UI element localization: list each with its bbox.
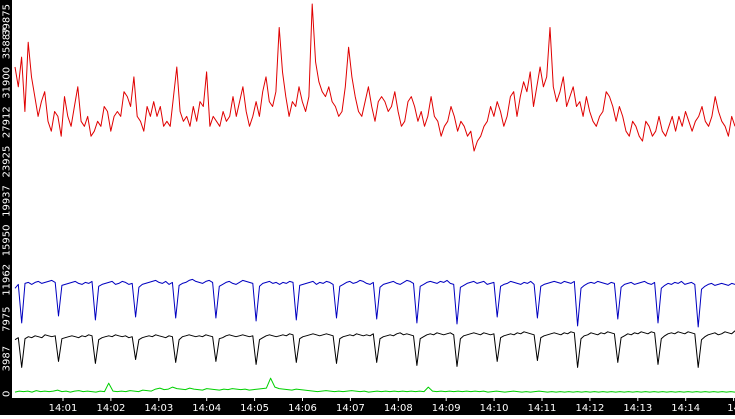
- y-tick-label: 3987: [2, 346, 13, 371]
- y-tick-label: 11962: [2, 264, 13, 296]
- x-tick-label: 14:14: [671, 403, 700, 414]
- x-tick-label: 14:13: [623, 403, 652, 414]
- y-tick-label: 35887: [2, 27, 13, 59]
- y-tick-label: 19937: [2, 185, 13, 217]
- y-tick-label: 7975: [2, 306, 13, 331]
- x-axis-strip: [0, 398, 735, 415]
- x-tick-label: 14:08: [384, 403, 413, 414]
- x-tick-label: 14:06: [288, 403, 317, 414]
- y-tick-label: 39875: [2, 4, 13, 36]
- y-axis: 0 3987 7975 11962 15950 19937 23925 27912 31900 3…: [2, 4, 13, 397]
- y-tick-label: 0: [2, 391, 13, 397]
- x-tick-label: 14:02: [96, 403, 125, 414]
- y-axis-strip: [0, 0, 12, 415]
- x-tick-label: 14:12: [575, 403, 604, 414]
- series-line-0: [14, 3, 735, 152]
- x-tick-label: 14:11: [528, 403, 557, 414]
- y-tick-label: 15950: [2, 224, 13, 256]
- x-tick-label: 14:09: [432, 403, 461, 414]
- x-tick-label: 14: [727, 403, 735, 414]
- y-tick-label: 23925: [2, 146, 13, 178]
- y-tick-label: 31900: [2, 67, 13, 99]
- x-tick-label: 14:04: [192, 403, 221, 414]
- series-line-1: [14, 278, 735, 328]
- x-axis: 14:01 14:02 14:03 14:04 14:05 14:06 14:07 14:08…: [49, 398, 735, 414]
- x-tick-label: 14:05: [240, 403, 269, 414]
- series-group: [14, 3, 735, 393]
- series-line-3: [14, 377, 735, 393]
- y-tick-label: 27912: [2, 106, 13, 138]
- x-tick-label: 14:07: [336, 403, 365, 414]
- x-tick-label: 14:10: [480, 403, 509, 414]
- series-line-2: [14, 330, 735, 368]
- x-tick-label: 14:03: [144, 403, 173, 414]
- x-tick-label: 14:01: [49, 403, 78, 414]
